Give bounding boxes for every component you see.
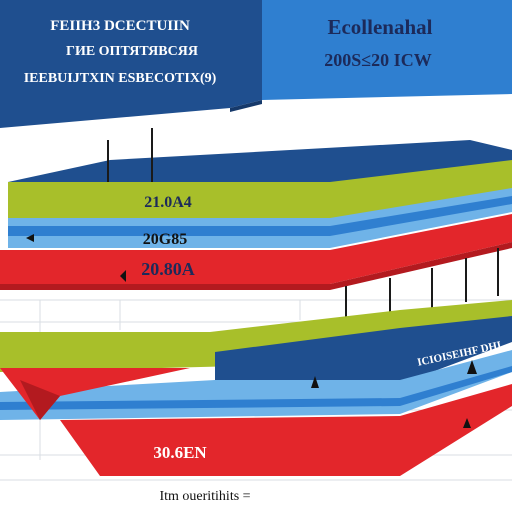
lower-slab-red-band xyxy=(60,384,512,476)
arrow-marker-4 xyxy=(120,270,126,282)
arrow-marker-3 xyxy=(463,418,471,428)
header-left-line-3: IEEBUIJTXIN ESBECOTIX(9) xyxy=(24,71,217,86)
upper-slab-blue-stripe xyxy=(8,196,512,236)
lower-slab-top-face xyxy=(215,316,512,384)
arrow-marker-1 xyxy=(311,376,319,388)
lower-slab-blue-stripe xyxy=(0,366,512,410)
legend-text: Itm oueritihits = xyxy=(159,489,250,504)
upper-slab-underside xyxy=(0,242,512,290)
upper-label-3: 20.80A xyxy=(141,259,195,279)
upper-slab-green-band xyxy=(8,160,512,222)
lower-slab xyxy=(0,300,512,476)
lower-label-2: 30.6EN xyxy=(153,443,207,462)
arrow-markers xyxy=(26,234,477,428)
lower-slab-red-shadow xyxy=(20,380,60,420)
header-banner-right xyxy=(262,0,512,100)
upper-label-2: 20G85 xyxy=(143,231,187,248)
upper-slab xyxy=(0,140,512,290)
upper-slab-red-band xyxy=(0,214,512,284)
arrow-marker-2 xyxy=(467,360,477,374)
header-accent xyxy=(230,100,262,112)
header-banner-left xyxy=(0,0,262,128)
header-right-title: Ecollenahal xyxy=(327,15,432,39)
upper-label-1: 21.0A4 xyxy=(144,194,192,211)
header-left-line-1: FEIIH3 DCECTUIIN xyxy=(50,18,190,34)
header-right-subtitle: 200S≤20 ICW xyxy=(324,50,431,70)
header-left-line-2: ГИЕ ОПТЯТЯВСЯЯ xyxy=(66,44,198,59)
arrow-marker-5 xyxy=(26,234,34,242)
